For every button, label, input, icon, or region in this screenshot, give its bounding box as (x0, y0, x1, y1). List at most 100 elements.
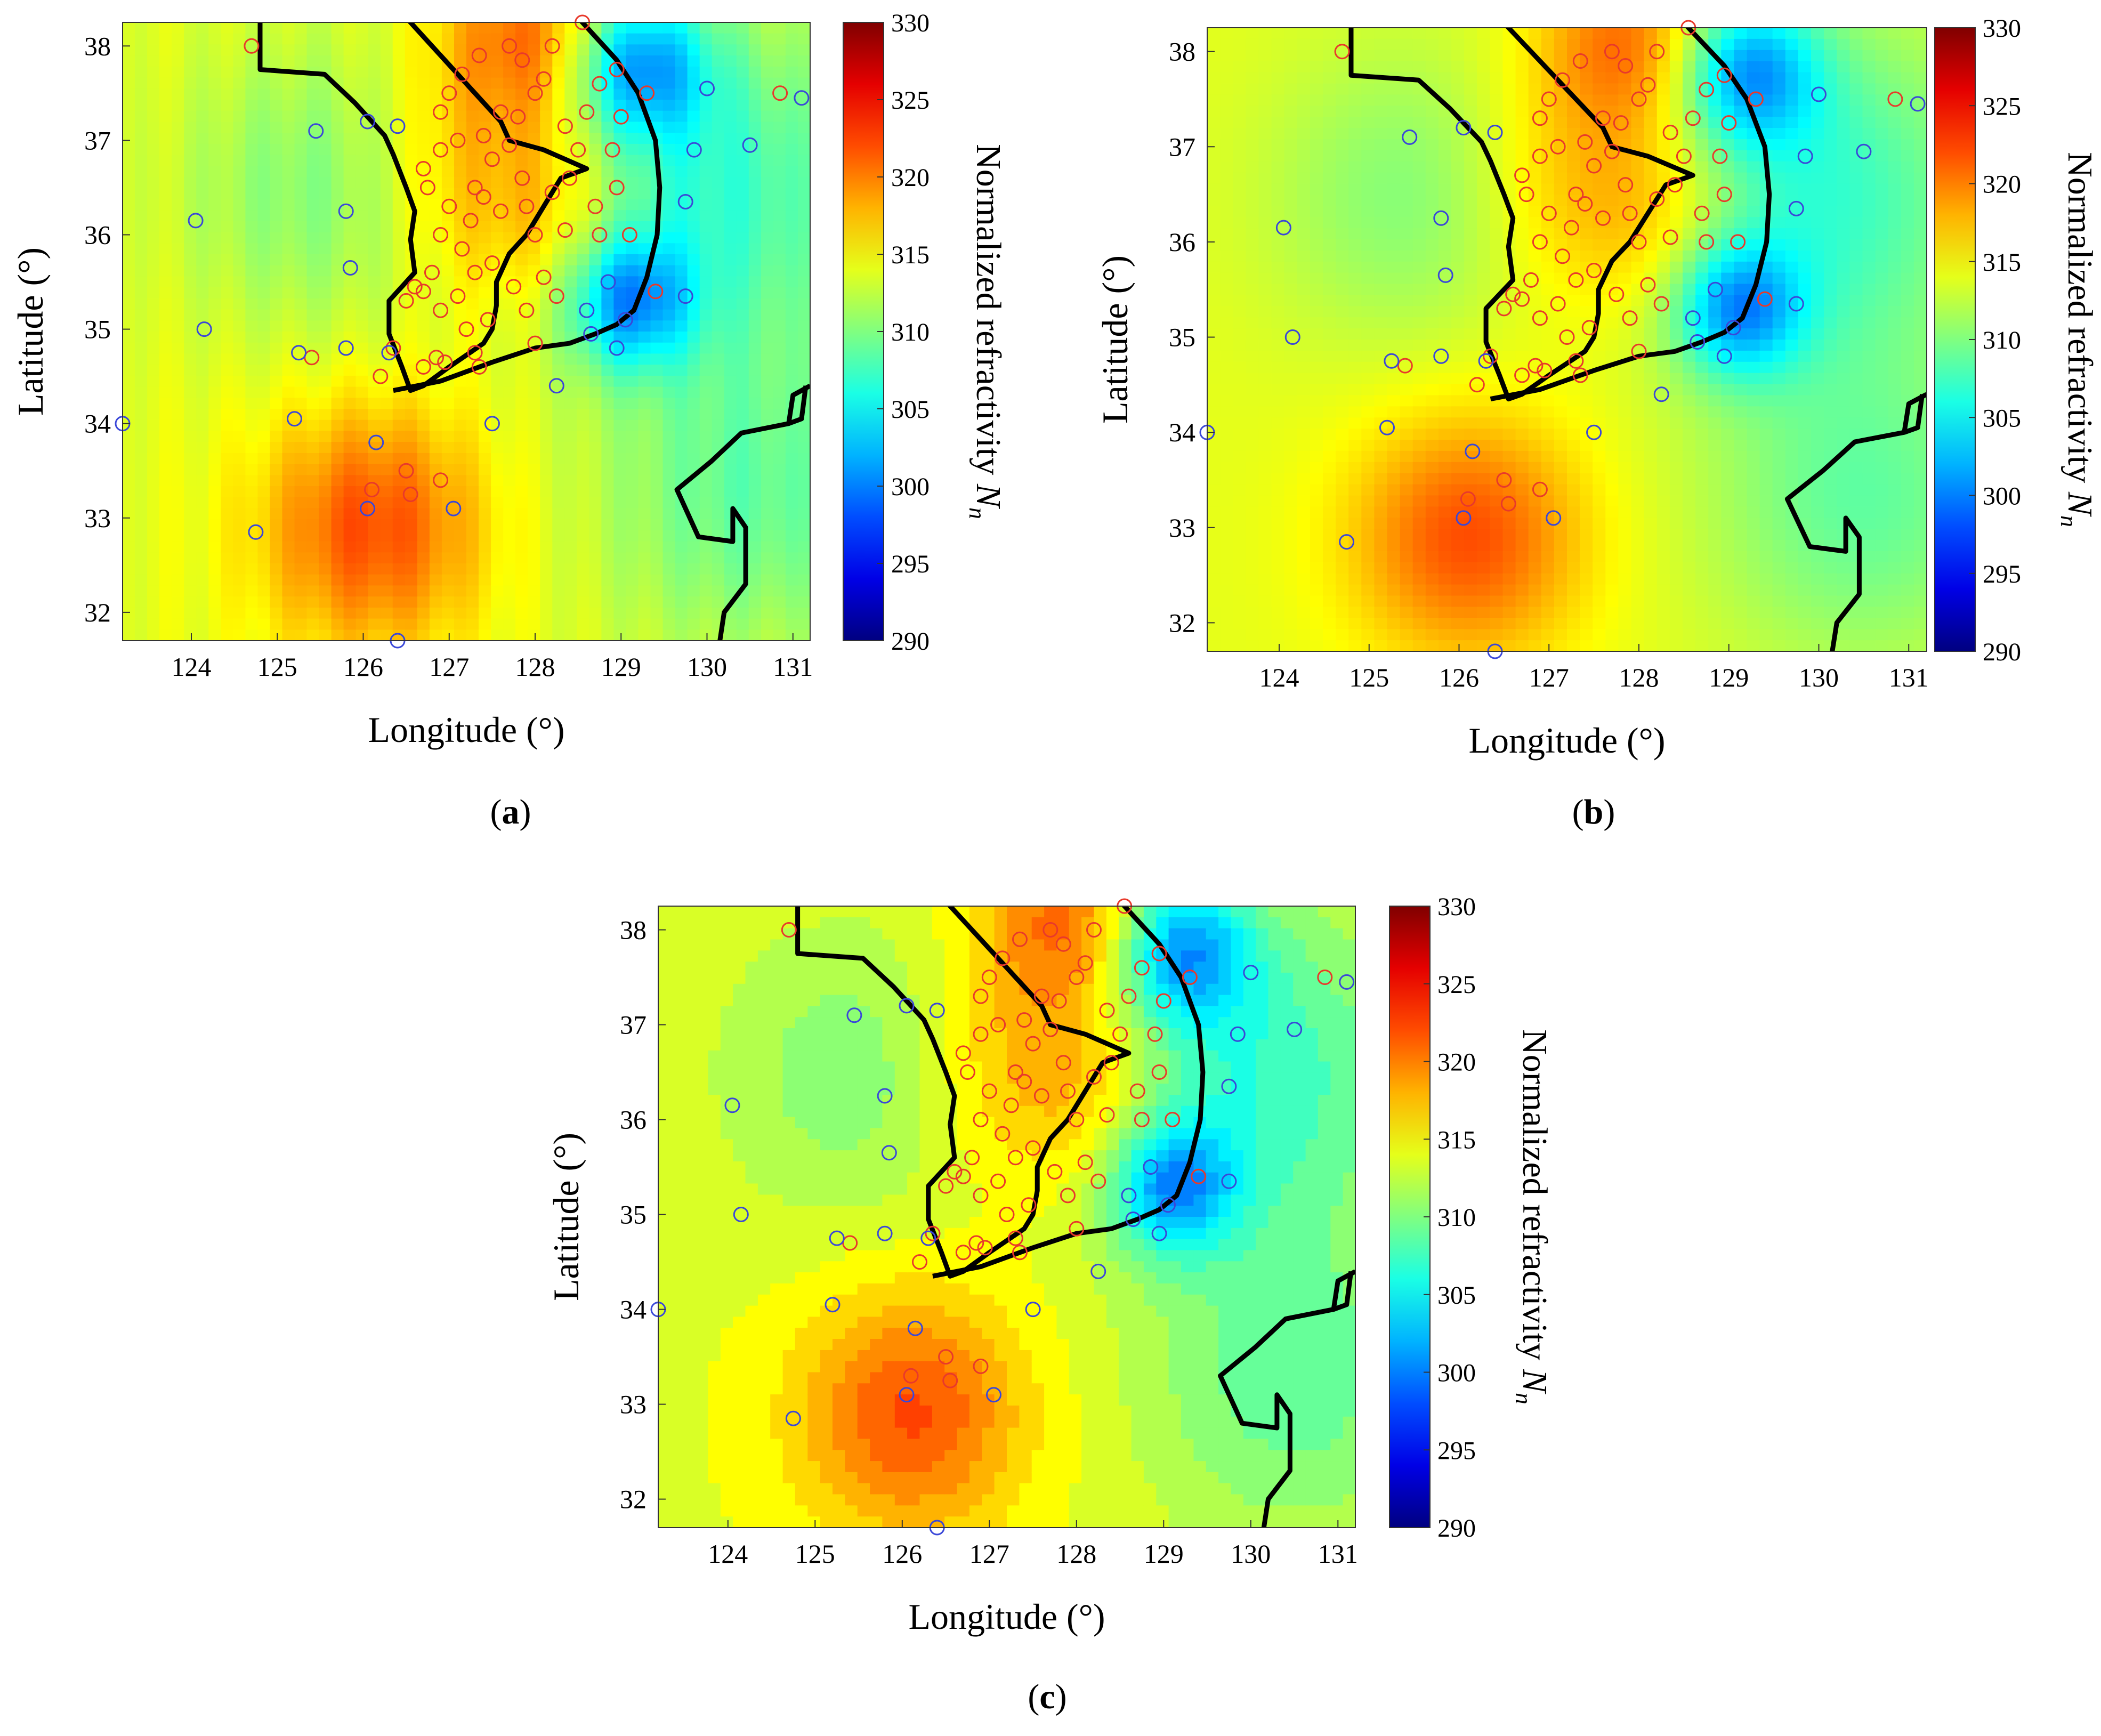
heat-cell (319, 552, 332, 564)
heat-cell (1528, 340, 1542, 351)
heat-cell (1207, 50, 1221, 62)
heat-cell (368, 44, 381, 56)
heat-cell (577, 110, 590, 123)
heat-cell (1348, 317, 1362, 329)
heat-cell (1541, 128, 1555, 140)
heat-cell (601, 66, 615, 78)
heat-cell (380, 110, 393, 123)
heat-cell (528, 530, 540, 542)
heat-cell (1502, 518, 1516, 529)
heat-cell (503, 464, 516, 476)
heat-cell (159, 66, 172, 78)
heat-cell (196, 353, 209, 365)
heat-cell (1297, 429, 1311, 440)
heat-cell (515, 287, 528, 299)
heat-cell (233, 497, 246, 509)
heat-cell (748, 122, 762, 133)
heat-cell (135, 88, 148, 100)
heat-cell (503, 22, 516, 34)
heat-cell (1271, 450, 1285, 463)
heat-cell (1374, 284, 1388, 296)
heat-cell (479, 265, 491, 277)
heat-cell (712, 342, 725, 354)
heat-cell (417, 210, 430, 222)
heat-cell (528, 287, 540, 299)
heat-cell (1361, 28, 1375, 39)
heat-cell (1567, 172, 1580, 184)
heat-cell (355, 519, 369, 531)
heat-cell (589, 265, 602, 277)
heat-cell (1374, 573, 1388, 585)
heat-cell (1258, 72, 1272, 84)
heat-cell (1438, 117, 1452, 128)
heat-cell (515, 375, 528, 387)
heat-cell (221, 276, 234, 288)
heat-cell (429, 287, 442, 299)
heat-cell (699, 563, 713, 575)
heat-cell (221, 298, 234, 310)
heat-cell (147, 398, 160, 409)
heat-cell (1464, 450, 1477, 463)
heat-cell (331, 530, 344, 542)
heat-cell (552, 287, 565, 299)
heat-cell (306, 287, 320, 299)
heat-cell (785, 519, 798, 531)
heat-cell (257, 77, 271, 90)
station-marker-land (385, 340, 401, 356)
heat-cell (405, 453, 418, 465)
heat-cell (368, 55, 381, 67)
heat-cell (601, 22, 615, 34)
heat-cell (1207, 584, 1221, 596)
heat-cell (626, 365, 639, 376)
heat-cell (1554, 629, 1567, 641)
station-marker-land (506, 279, 522, 295)
heat-cell (282, 287, 295, 299)
heat-cell (1451, 340, 1465, 351)
heat-cell (626, 530, 639, 542)
heat-cell (233, 618, 246, 631)
heat-cell (159, 629, 172, 641)
heat-cell (1233, 529, 1247, 540)
heat-cell (1246, 239, 1259, 251)
heat-cell (1580, 417, 1593, 429)
heat-cell (196, 431, 209, 442)
heat-cell (343, 33, 357, 45)
heat-cell (380, 177, 393, 189)
heat-cell (761, 464, 774, 476)
heat-cell (1502, 106, 1516, 117)
heat-cell (343, 22, 357, 34)
heat-cell (417, 342, 430, 354)
heat-cell (1361, 584, 1375, 596)
heat-cell (454, 332, 467, 343)
heat-cell (515, 276, 528, 288)
heat-cell (748, 88, 762, 100)
heat-cell (282, 453, 295, 465)
heat-cell (1258, 172, 1272, 184)
heat-cell (712, 497, 725, 509)
heat-cell (712, 574, 725, 586)
heat-cell (687, 585, 700, 597)
heat-cell (466, 143, 479, 156)
heat-cell (368, 232, 381, 244)
heat-cell (343, 386, 357, 399)
heat-cell (245, 100, 258, 111)
heat-cell (233, 375, 246, 387)
heat-cell (368, 519, 381, 531)
heat-cell (540, 409, 553, 421)
heat-cell (1348, 340, 1362, 351)
heat-cell (589, 375, 602, 387)
heat-cell (1438, 395, 1452, 407)
heat-cell (1284, 139, 1298, 151)
heat-cell (613, 431, 627, 442)
heat-cell (135, 100, 148, 111)
heat-cell (417, 110, 430, 123)
heat-cell (147, 464, 160, 476)
heat-cell (417, 254, 430, 266)
heat-cell (761, 486, 774, 498)
heat-cell (503, 629, 516, 641)
heat-cell (1400, 562, 1413, 574)
heat-cell (1361, 506, 1375, 519)
heat-cell (1361, 350, 1375, 362)
heat-cell (270, 508, 283, 520)
heat-cell (147, 232, 160, 244)
